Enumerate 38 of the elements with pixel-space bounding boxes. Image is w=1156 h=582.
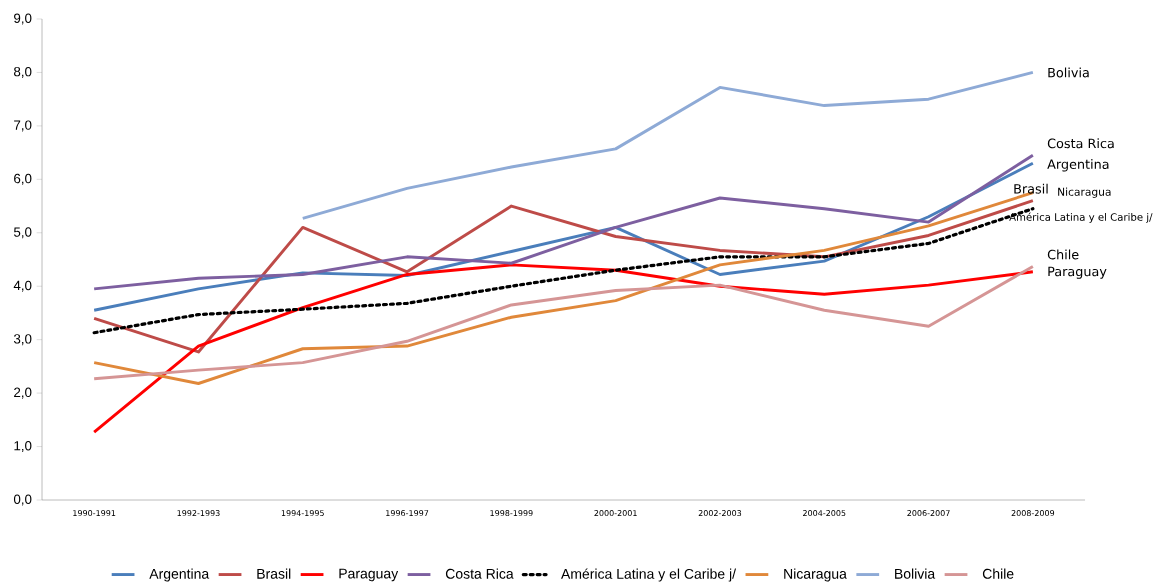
y-tick-label: 9,0 (14, 13, 32, 25)
legend-label: Bolivia (895, 568, 936, 579)
legend-label: Brasil (257, 568, 291, 579)
legend-label: Costa Rica (445, 568, 514, 579)
y-tick-label: 8,0 (14, 66, 32, 78)
y-tick-label: 0,0 (13, 494, 32, 506)
annotation: Argentina (1047, 159, 1109, 172)
x-tick-label: 2002-2003 (698, 510, 742, 517)
legend-label: Nicaragua (784, 568, 847, 582)
x-tick-label: 1992-1993 (177, 510, 220, 517)
x-tick-label: 1996-1997 (386, 510, 429, 517)
annotation: Bolivia (1048, 67, 1089, 78)
legend-label: Paraguay (339, 568, 399, 582)
annotation: Paraguay (1048, 266, 1107, 279)
y-tick-label: 2,0 (14, 387, 32, 399)
y-tick-label: 5,0 (13, 227, 32, 239)
line-series (92, 263, 1035, 434)
x-tick-label: 2000-2001 (594, 510, 637, 517)
x-tick-label: 1990-1991 (73, 510, 116, 517)
x-tick-label: 1994-1995 (281, 510, 324, 517)
y-tick-label: 4,0 (13, 280, 32, 292)
y-tick-label: 6,0 (14, 173, 32, 185)
annotation: Chile (1047, 249, 1079, 260)
legend-label: Argentina (149, 568, 210, 582)
legend-label: América Latina y el Caribe j/ (561, 568, 737, 582)
x-tick-label: 2006-2007 (907, 510, 950, 517)
annotation: Costa Rica (1047, 138, 1114, 149)
x-tick-label: 1998-1999 (490, 510, 533, 517)
y-tick-label: 1,0 (14, 441, 32, 453)
line-series (92, 264, 1035, 381)
legend-label: Chile (982, 568, 1014, 579)
annotation: Brasil (1014, 183, 1048, 194)
y-tick-label: 7,0 (14, 120, 32, 132)
x-tick-label: 2008-2009 (1011, 510, 1055, 517)
annotation: Nicaragua (1058, 187, 1111, 198)
annotation: América Latina y el Caribe j/ (1009, 212, 1153, 223)
x-tick-label: 2004-2005 (803, 510, 846, 517)
y-tick-label: 3,0 (13, 334, 32, 346)
